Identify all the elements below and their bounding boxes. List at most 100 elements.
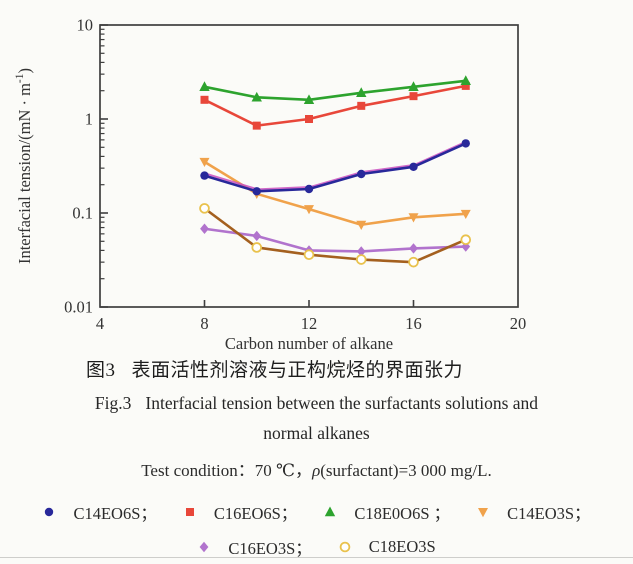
legend-item-label: C14EO3S； [507, 504, 591, 523]
triangle-down-marker-icon [199, 157, 210, 168]
circle-marker-icon [200, 171, 209, 180]
series-line [203, 207, 467, 264]
x-tick-label: 8 [200, 314, 208, 333]
open-circle-marker-icon [199, 203, 210, 214]
legend-item-C16EO6S: C16EO6S； [183, 500, 297, 524]
series-line [204, 79, 466, 102]
diamond-marker-icon [252, 230, 262, 242]
triangle-up-marker-icon [303, 94, 315, 105]
caption-english-line2: normal alkanes [263, 423, 370, 443]
square-marker-icon [461, 81, 470, 90]
series-line [204, 227, 466, 253]
caption-english-text: Interfacial tension between the surfacta… [145, 393, 539, 413]
circle-marker-icon [357, 169, 366, 179]
triangle-down-legend-icon [478, 508, 489, 518]
series-line [203, 160, 466, 227]
x-tick-label: 20 [510, 314, 527, 333]
legend-item-C14EO3S: C14EO3S； [476, 500, 591, 524]
triangle-up-marker-icon [325, 506, 336, 517]
series-C16EO3S [200, 223, 471, 257]
series-line [204, 142, 467, 193]
open-circle-marker-icon [408, 256, 419, 268]
square-legend-icon [185, 508, 194, 516]
triangle-down-marker-icon [304, 205, 314, 215]
y-tick-label: 0.1 [72, 204, 93, 223]
y-tick-label: 10 [77, 16, 94, 35]
caption-english-label: Fig.3 [94, 393, 132, 413]
circle-marker-icon [409, 162, 418, 172]
legend-item-C14EO6S: C14EO6S； [42, 500, 157, 524]
caption-chinese: 图3 表面活性剂溶液与正构烷烃的界面张力 [0, 355, 591, 382]
triangle-up-marker-icon [356, 87, 367, 97]
series-C14EO6S [200, 139, 470, 196]
chart-svg: 10 1 0.1 0.014 8 12 16 20 Carbon number of alkan… [14, 16, 526, 354]
y-tick-label: 1 [85, 110, 93, 129]
series-C18EO3S [199, 203, 472, 268]
x-tick-label: 16 [405, 314, 422, 333]
diamond-marker-icon [200, 223, 209, 234]
open-circle-marker-icon [460, 234, 472, 245]
circle-marker-icon [252, 187, 261, 196]
triangle-down-marker-icon [478, 508, 489, 518]
figure-legend: C14EO6S； C16EO6S； C18E0O6S ； C14EO3S； C16EO3… [0, 500, 633, 559]
diamond-marker-icon [356, 246, 366, 257]
series-C16EO6S [200, 81, 470, 130]
open-circle-legend-icon [339, 541, 351, 553]
legend-row: C14EO6S； C16EO6S； C18E0O6S ； C14EO3S； [0, 500, 633, 524]
y-axis: 10 1 0.1 0.01 [64, 16, 108, 317]
circle-marker-icon [304, 184, 314, 194]
triangle-down-marker-icon [356, 220, 367, 230]
legend-item-C18EO3S: C18EO3S [338, 537, 436, 557]
legend-item-C18E0O6S: C18E0O6S ； [323, 500, 450, 524]
open-circle-marker-icon [303, 249, 315, 261]
legend-item-label: C14EO6S； [73, 504, 157, 523]
triangle-up-marker-icon [460, 75, 471, 85]
series-line [203, 84, 467, 127]
diamond-marker-icon [409, 243, 418, 254]
diamond-marker-icon [461, 241, 471, 252]
triangle-down-marker-icon [460, 209, 471, 220]
circle-legend-icon [45, 507, 54, 517]
legend-row: C16EO3S； C18EO3S [0, 535, 633, 559]
square-marker-icon [305, 115, 313, 123]
open-circle-marker-icon [339, 541, 351, 553]
test-condition-prefix: Test condition：70 ℃， [141, 461, 313, 480]
triangle-down-marker-icon [408, 213, 419, 223]
figure-plot: 10 1 0.1 0.01 4 8 12 16 20 Carbon number of alkan… [14, 16, 526, 354]
triangle-up-marker-icon [199, 81, 210, 92]
x-tick-label: 4 [96, 314, 104, 333]
square-marker-icon [409, 92, 418, 101]
diamond-marker-icon [199, 541, 209, 553]
series-C18E0O6S [199, 75, 471, 105]
circle-marker-icon [461, 139, 470, 148]
open-circle-marker-icon [251, 242, 263, 253]
square-marker-icon [200, 95, 209, 104]
triangle-up-marker-icon [251, 91, 262, 102]
test-condition: Test condition：70 ℃，ρ(surfactant)=3 000 … [0, 456, 633, 481]
test-condition-rest: (surfactant)=3 000 mg/L. [320, 461, 492, 480]
y-tick-label: 0.01 [64, 298, 93, 317]
x-axis: 4 8 12 16 20 [96, 300, 526, 333]
diamond-legend-icon [199, 541, 209, 553]
legend-item-label: C18E0O6S ； [354, 504, 451, 523]
x-tick-label: 12 [301, 314, 318, 333]
legend-item-label: C18EO3S [368, 537, 436, 556]
square-marker-icon [357, 101, 366, 110]
open-circle-marker-icon [355, 254, 367, 265]
triangle-up-marker-icon [408, 81, 419, 92]
caption-english-line1: Fig.3 Interfacial tension between the sur… [0, 393, 633, 414]
caption-chinese-text: 表面活性剂溶液与正构烷烃的界面张力 [131, 360, 464, 381]
y-axis-title: Interfacial tension/(mN · m-1) [14, 68, 34, 264]
legend-item-label: C16EO3S； [228, 539, 312, 558]
legend-item-label: C16EO6S； [213, 504, 298, 523]
x-axis-title: Carbon number of alkane [225, 334, 393, 352]
circle-marker-icon [45, 507, 54, 517]
rho-symbol: ρ [312, 461, 321, 480]
legend-item-C16EO3S: C16EO3S； [197, 535, 312, 559]
caption-chinese-label: 图3 [85, 360, 116, 381]
plot-frame [99, 24, 519, 308]
square-marker-icon [185, 508, 194, 516]
print-fringe-line [205, 140, 468, 191]
triangle-up-legend-icon [325, 506, 336, 517]
page-divider-line [0, 557, 633, 558]
